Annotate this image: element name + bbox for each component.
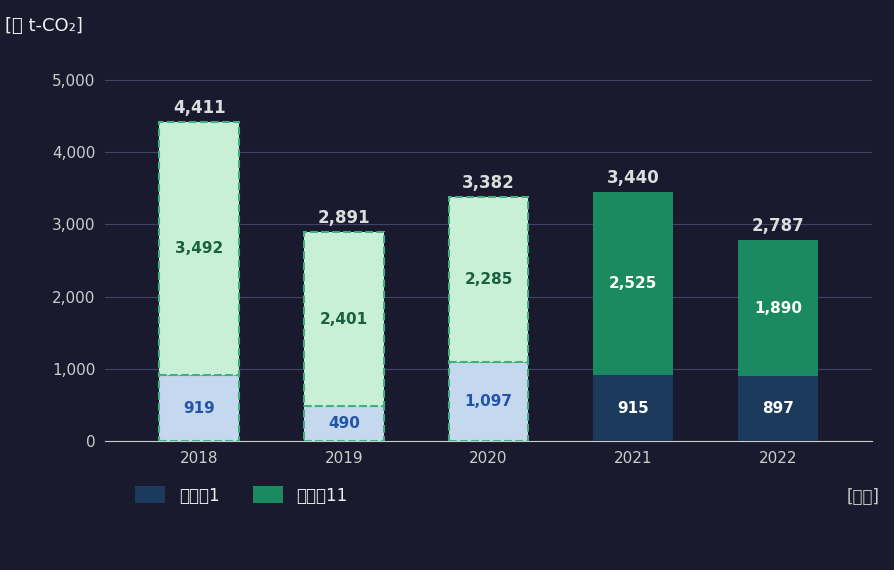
Text: 2,525: 2,525 bbox=[609, 276, 657, 291]
Text: 3,440: 3,440 bbox=[607, 169, 660, 188]
Bar bbox=[449, 362, 528, 441]
Legend: カテコ1, カテコ11: カテコ1, カテコ11 bbox=[129, 480, 354, 511]
Text: 2,891: 2,891 bbox=[317, 209, 370, 227]
Bar bbox=[738, 239, 818, 376]
Text: 1,097: 1,097 bbox=[465, 394, 512, 409]
Text: 2,285: 2,285 bbox=[464, 272, 513, 287]
Text: [年度]: [年度] bbox=[847, 488, 880, 506]
Bar bbox=[304, 406, 384, 441]
Text: 2,787: 2,787 bbox=[752, 217, 805, 235]
Text: 915: 915 bbox=[618, 401, 649, 416]
Bar bbox=[159, 375, 239, 441]
Text: [千 t-CO₂]: [千 t-CO₂] bbox=[5, 17, 83, 35]
Bar bbox=[449, 197, 528, 362]
Bar bbox=[594, 375, 673, 441]
Text: 490: 490 bbox=[328, 416, 359, 431]
Text: 3,382: 3,382 bbox=[462, 173, 515, 192]
Bar bbox=[594, 193, 673, 375]
Text: 919: 919 bbox=[183, 401, 215, 416]
Text: 4,411: 4,411 bbox=[173, 99, 225, 117]
Text: 897: 897 bbox=[762, 401, 794, 417]
Text: 3,492: 3,492 bbox=[175, 241, 224, 256]
Bar bbox=[159, 122, 239, 375]
Bar bbox=[304, 232, 384, 406]
Text: 2,401: 2,401 bbox=[320, 312, 368, 327]
Bar bbox=[738, 376, 818, 441]
Text: 1,890: 1,890 bbox=[754, 300, 802, 316]
